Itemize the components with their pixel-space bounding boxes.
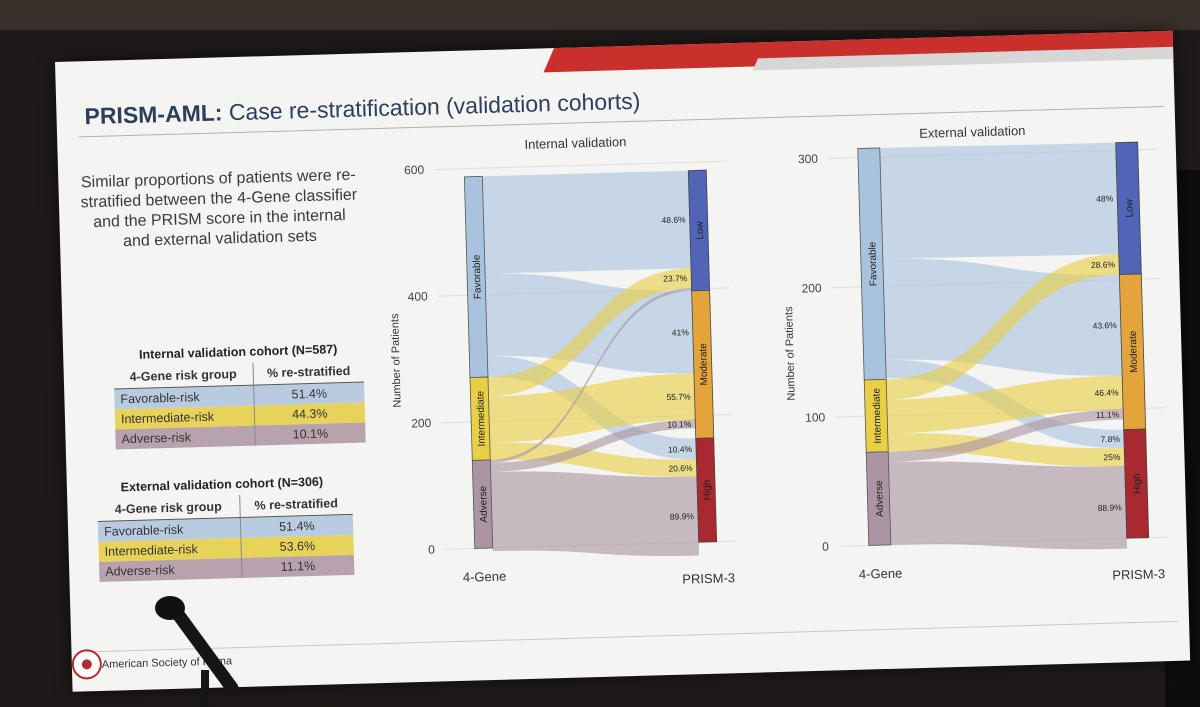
flow-percent-label: 41%	[672, 327, 690, 337]
flow-intermediate-to-moderate	[488, 373, 696, 443]
table-cell-pct: 10.1%	[254, 422, 366, 446]
footer-text: American Society of Hema	[101, 655, 233, 671]
table-cell-pct: 11.1%	[240, 554, 355, 578]
table-header: % re-stratified	[252, 359, 365, 386]
flow-percent-label: 89.9%	[670, 511, 695, 522]
flow-percent-label: 25%	[1103, 452, 1121, 462]
y-tick-label: 300	[798, 152, 819, 167]
node-label: High	[1132, 473, 1144, 494]
flow-adverse-to-moderate	[490, 419, 696, 472]
flow-percent-label: 28.6%	[1091, 259, 1116, 270]
node-label: Intermediate	[475, 390, 488, 446]
node-label: Moderate	[698, 343, 710, 386]
stage-label-right: PRISM-3	[1112, 566, 1165, 582]
flow-adverse-to-moderate	[888, 408, 1124, 463]
y-tick-label: 400	[407, 289, 428, 304]
y-tick-label: 100	[805, 410, 826, 425]
internal-table-caption: Internal validation cohort (N=587)	[138, 342, 338, 362]
stage-label-left: 4-Gene	[463, 569, 507, 585]
external-cohort-table: 4-Gene risk group % re-stratified Favora…	[97, 491, 355, 582]
flow-percent-label: 55.7%	[666, 391, 691, 402]
flow-adverse-to-high	[888, 461, 1128, 550]
slide-title-bold: PRISM-AML:	[84, 99, 223, 130]
stage-label-left: 4-Gene	[859, 566, 903, 582]
node-label: High	[702, 480, 714, 501]
y-tick-label: 0	[428, 543, 435, 557]
ash-logo-icon	[71, 648, 103, 680]
intro-text: Similar proportions of patients were re-…	[80, 166, 358, 251]
node-label: Favorable	[472, 254, 484, 299]
internal-validation-sankey: Internal validation 0 200 400 600 Number of P…	[389, 134, 737, 587]
y-tick-label: 600	[404, 163, 425, 178]
node-high	[1123, 428, 1150, 539]
stage-label-right: PRISM-3	[682, 570, 735, 586]
flow-percent-label: 20.6%	[668, 463, 693, 474]
flow-percent-label: 46.4%	[1094, 387, 1119, 398]
y-axis-title: Number of Patients	[389, 313, 404, 408]
y-tick-label: 200	[801, 281, 822, 296]
flow-percent-label: 10.1%	[667, 419, 692, 430]
flow-percent-label: 88.9%	[1098, 502, 1123, 513]
flow-intermediate-to-low	[886, 253, 1120, 401]
gridline	[434, 160, 727, 170]
flow-percent-label: 10.4%	[668, 444, 693, 455]
flow-intermediate-to-moderate	[886, 375, 1124, 434]
external-table-caption: External validation cohort (N=306)	[120, 474, 324, 495]
node-label: Adverse	[478, 485, 490, 522]
flow-favorable-to-low	[482, 170, 692, 274]
flow-percent-label: 48.6%	[661, 214, 686, 225]
flow-intermediate-to-low	[487, 268, 692, 397]
node-label: Low	[695, 220, 707, 239]
node-label: Adverse	[874, 480, 886, 517]
flow-percent-label: 48%	[1096, 193, 1114, 203]
flow-favorable-to-low	[879, 142, 1119, 260]
y-tick-label: 0	[822, 540, 829, 554]
flow-intermediate-to-high	[489, 442, 697, 477]
internal-cohort-table: 4-Gene risk group % re-stratified Favora…	[113, 359, 366, 450]
node-label: Moderate	[1128, 330, 1140, 373]
flow-adverse-to-high	[490, 471, 700, 557]
flow-percent-label: 11.1%	[1096, 409, 1120, 420]
node-adverse	[471, 459, 494, 549]
table-header: % re-stratified	[239, 491, 353, 518]
external-validation-sankey: External validation 0 100 200 300 Number of P…	[783, 123, 1169, 583]
node-label: Low	[1124, 198, 1136, 217]
node-high	[695, 437, 718, 543]
presentation-slide: PRISM-AML: Case re-stratification (valid…	[55, 30, 1191, 692]
chart-title: Internal validation	[524, 134, 626, 152]
slide-title-rest: Case re-stratification (validation cohor…	[222, 87, 641, 126]
table-cell-group: Adverse-risk	[115, 425, 256, 450]
y-axis-title: Number of Patients	[783, 306, 798, 401]
table-cell-group: Adverse-risk	[98, 558, 242, 582]
flow-percent-label: 23.7%	[663, 273, 688, 284]
node-adverse	[865, 451, 892, 546]
flow-percent-label: 7.8%	[1100, 434, 1120, 445]
node-label: Favorable	[867, 241, 879, 286]
flow-percent-label: 43.6%	[1093, 320, 1118, 331]
flow-adverse-to-low	[490, 287, 692, 464]
y-tick-label: 200	[411, 416, 432, 431]
node-label: Intermediate	[871, 387, 884, 443]
chart-title: External validation	[919, 123, 1026, 141]
flow-intermediate-to-high	[887, 433, 1125, 467]
